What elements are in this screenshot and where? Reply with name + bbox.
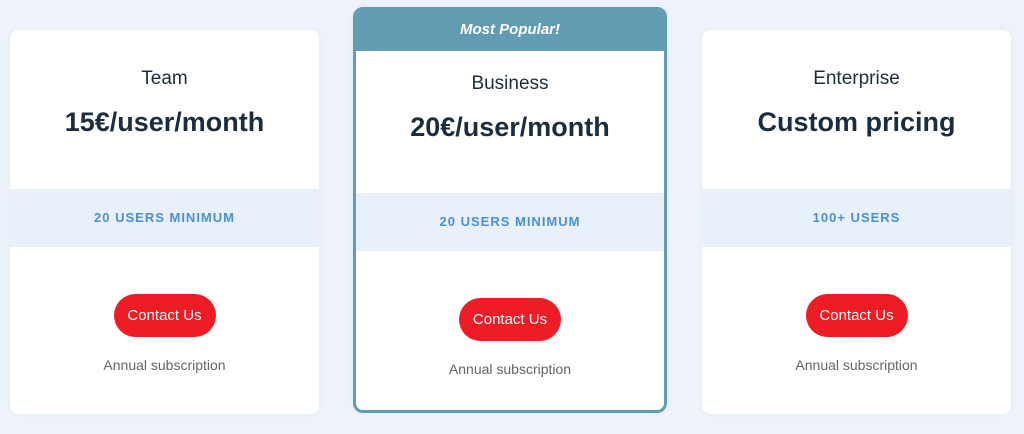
plan-card-team: Team 15€/user/month 20 USERS MINIMUM Cont… bbox=[10, 30, 319, 414]
plan-price: 20€/user/month bbox=[410, 112, 610, 142]
plan-name: Enterprise bbox=[813, 68, 900, 89]
plan-card-business: Most Popular! Business 20€/user/month 20 … bbox=[353, 7, 667, 413]
plan-price: 15€/user/month bbox=[64, 107, 265, 137]
plan-users: 100+ USERS bbox=[702, 189, 1011, 247]
contact-us-button[interactable]: Contact Us bbox=[805, 294, 908, 337]
plan-users: 20 USERS MINIMUM bbox=[10, 189, 319, 247]
plan-note: Annual subscription bbox=[448, 361, 572, 377]
plan-price: Custom pricing bbox=[757, 107, 956, 137]
plan-name: Business bbox=[471, 73, 549, 94]
contact-us-button[interactable]: Contact Us bbox=[113, 294, 216, 337]
plan-name: Team bbox=[141, 68, 188, 89]
most-popular-badge: Most Popular! bbox=[356, 10, 664, 51]
plan-note: Annual subscription bbox=[103, 357, 226, 373]
contact-us-button[interactable]: Contact Us bbox=[459, 298, 561, 341]
plan-users: 20 USERS MINIMUM bbox=[356, 193, 664, 251]
plan-note: Annual subscription bbox=[795, 357, 918, 373]
plan-card-enterprise: Enterprise Custom pricing 100+ USERS Cont… bbox=[702, 30, 1011, 414]
